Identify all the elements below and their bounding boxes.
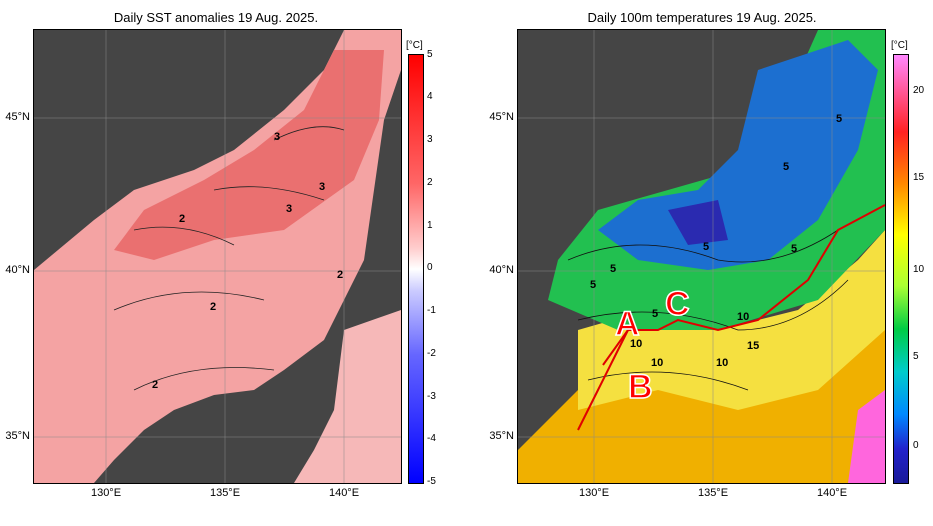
pacific-hot [848,390,885,483]
lat-lon-grid [518,30,885,483]
lon-label-130e: 130°E [578,487,610,499]
warm-anomaly-region [114,50,384,260]
contour-label-15: 15 [747,340,759,352]
lat-label-40n: 40°N [489,264,514,276]
contour-label-5d: 5 [791,243,797,255]
left-cbar-tick: 5 [427,49,433,60]
contour-label-5f: 5 [590,279,596,291]
region-label-c: C [665,285,690,323]
lat-label-35n: 35°N [5,430,30,442]
lon-label-140e: 140°E [328,487,360,499]
contour-label-3a: 3 [274,131,280,143]
sst-anomaly-map: 3 3 3 2 2 2 2 [33,29,402,484]
contour-label-5g: 5 [652,308,658,320]
left-panel-title: Daily SST anomalies 19 Aug. 2025. [113,10,319,25]
contour-label-2b: 2 [337,269,343,281]
sea-yellow-band [578,230,885,410]
contour-label-3b: 3 [319,181,325,193]
lat-lon-grid [34,30,401,483]
contour-label-2c: 2 [210,301,216,313]
right-panel-title: Daily 100m temperatures 19 Aug. 2025. [587,10,817,25]
lat-label-45n: 45°N [5,111,30,123]
region-label-b: B [628,368,653,406]
contour-label-5b: 5 [783,161,789,173]
left-cbar-tick: 0 [427,262,433,273]
lon-label-140e: 140°E [816,487,848,499]
left-cbar-tick: -2 [427,348,436,359]
contour-label-5e: 5 [610,263,616,275]
right-cbar-tick: 15 [913,172,925,183]
sea-blue-cold [598,40,878,270]
lon-label-135e: 135°E [209,487,241,499]
left-colorbar-unit: [°C] [406,40,423,51]
left-cbar-tick: 3 [427,134,433,145]
pacific-sea [294,310,401,483]
right-cbar-tick: 5 [913,351,919,362]
right-colorbar-unit: [°C] [891,40,908,51]
temperature-100m-map: 5 5 5 5 5 5 5 10 10 10 10 15 A B C [517,29,886,484]
tsushima-current-line [577,329,629,431]
contour-label-10c: 10 [651,357,663,369]
contour-label-10b: 10 [630,338,642,350]
subpolar-front-line [602,204,885,366]
contour-label-10d: 10 [716,357,728,369]
temperature-contours [567,229,849,391]
region-label-a: A [615,305,640,343]
contour-label-2d: 2 [152,379,158,391]
left-colorbar [408,54,424,484]
lat-label-40n: 40°N [5,264,30,276]
right-cbar-tick: 10 [913,264,925,275]
left-cbar-tick: 2 [427,177,433,188]
anomaly-contours [113,126,345,391]
left-cbar-tick: -3 [427,391,436,402]
contour-label-2a: 2 [179,213,185,225]
contour-label-10a: 10 [737,311,749,323]
right-cbar-tick: 0 [913,440,919,451]
left-cbar-tick: -4 [427,433,436,444]
left-cbar-tick: -5 [427,476,436,487]
left-cbar-tick: 4 [427,91,433,102]
contour-label-5c: 5 [703,241,709,253]
right-cbar-tick: 20 [913,85,925,96]
left-cbar-tick: 1 [427,220,433,231]
lat-label-35n: 35°N [489,430,514,442]
lat-label-45n: 45°N [489,111,514,123]
contour-label-5a: 5 [836,113,842,125]
lon-label-135e: 135°E [697,487,729,499]
left-cbar-tick: -1 [427,305,436,316]
right-colorbar [893,54,909,484]
contour-label-3c: 3 [286,203,292,215]
lon-label-130e: 130°E [90,487,122,499]
